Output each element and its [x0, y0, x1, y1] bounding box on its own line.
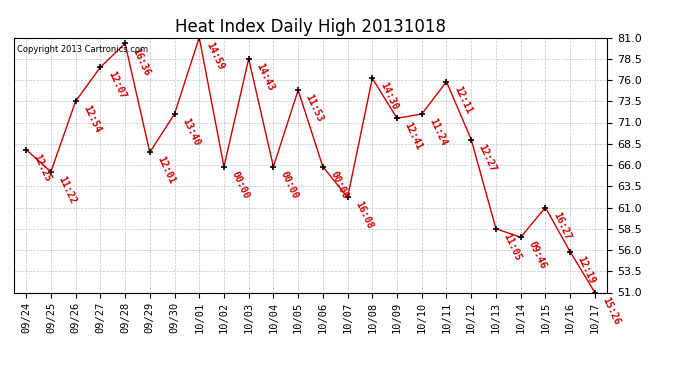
Text: 00:00: 00:00 — [328, 170, 350, 200]
Text: 14:30: 14:30 — [378, 81, 400, 112]
Text: 13:40: 13:40 — [180, 117, 201, 148]
Text: 12:07: 12:07 — [106, 70, 128, 101]
Text: 15:26: 15:26 — [600, 295, 622, 326]
Text: Copyright 2013 Cartronics.com: Copyright 2013 Cartronics.com — [17, 45, 148, 54]
Text: 16:36: 16:36 — [130, 46, 152, 77]
Text: 12:11: 12:11 — [452, 84, 473, 116]
Text: 14:59: 14:59 — [205, 40, 226, 71]
Text: 11:22: 11:22 — [57, 175, 78, 206]
Text: 12:19: 12:19 — [575, 255, 597, 285]
Text: 14:43: 14:43 — [254, 62, 276, 92]
Text: 12:27: 12:27 — [477, 142, 498, 173]
Text: 00:00: 00:00 — [279, 170, 300, 200]
Text: 12:01: 12:01 — [155, 155, 177, 186]
Text: 11:05: 11:05 — [502, 231, 523, 262]
Title: Heat Index Daily High 20131018: Heat Index Daily High 20131018 — [175, 18, 446, 36]
Text: 11:53: 11:53 — [304, 93, 325, 124]
Text: 09:46: 09:46 — [526, 240, 548, 271]
Text: 12:54: 12:54 — [81, 104, 103, 135]
Text: 16:27: 16:27 — [551, 210, 573, 241]
Text: 11:24: 11:24 — [427, 117, 449, 148]
Text: 12:25: 12:25 — [32, 153, 53, 183]
Text: 00:00: 00:00 — [230, 170, 251, 200]
Text: 16:08: 16:08 — [353, 200, 375, 231]
Text: 12:41: 12:41 — [402, 121, 424, 152]
